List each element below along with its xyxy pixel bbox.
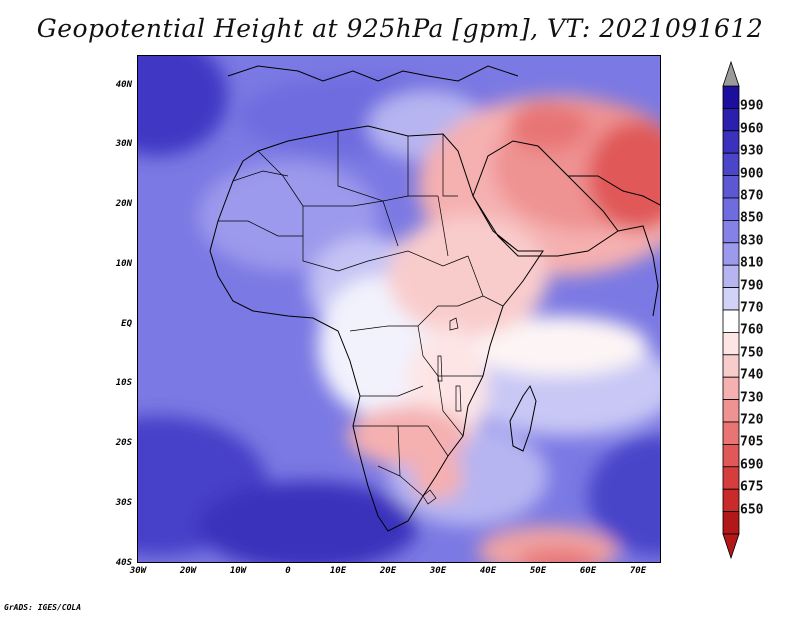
colorbar-label: 675 bbox=[740, 479, 764, 495]
map-plot-area bbox=[137, 55, 661, 563]
colorbar-label: 990 bbox=[740, 98, 764, 114]
lon-label: 0 bbox=[285, 566, 291, 576]
colorbar-swatch bbox=[722, 242, 740, 266]
lat-label: 30N bbox=[115, 139, 132, 149]
lon-label: 20E bbox=[379, 566, 397, 576]
colorbar-swatch bbox=[722, 130, 740, 154]
lon-label: 20W bbox=[179, 566, 197, 576]
lon-label: 60E bbox=[579, 566, 597, 576]
colorbar-label: 770 bbox=[740, 300, 764, 316]
lon-label: 10E bbox=[329, 566, 347, 576]
colorbar-swatch bbox=[722, 197, 740, 221]
colorbar-label: 720 bbox=[740, 412, 764, 428]
colorbar-label: 750 bbox=[740, 345, 764, 361]
colorbar-swatch bbox=[722, 309, 740, 333]
lat-label: 10S bbox=[115, 378, 132, 388]
lat-label: 20S bbox=[115, 438, 132, 448]
lon-label: 50E bbox=[529, 566, 547, 576]
colorbar-swatch bbox=[722, 376, 740, 401]
colorbar-label: 810 bbox=[740, 255, 764, 271]
lat-label: 20N bbox=[115, 199, 132, 209]
lon-label: 40E bbox=[479, 566, 497, 576]
colorbar-swatch bbox=[722, 152, 740, 176]
colorbar-swatch bbox=[722, 108, 740, 132]
colorbar-swatch bbox=[722, 85, 740, 109]
colorbar-label: 830 bbox=[740, 233, 764, 249]
colorbar-swatch bbox=[722, 354, 740, 378]
colorbar-swatch bbox=[722, 219, 740, 244]
colorbar-label: 790 bbox=[740, 278, 764, 294]
colorbar-label: 870 bbox=[740, 188, 764, 204]
colorbar-swatch bbox=[722, 488, 740, 513]
colorbar-label: 900 bbox=[740, 166, 764, 182]
colorbar-label: 730 bbox=[740, 390, 764, 406]
lon-label: 10W bbox=[229, 566, 247, 576]
lon-label: 30W bbox=[129, 566, 147, 576]
colorbar-swatch bbox=[722, 511, 740, 535]
lat-label: 30S bbox=[115, 498, 132, 508]
colorbar-label: 760 bbox=[740, 322, 764, 338]
colorbar-top-arrow bbox=[722, 60, 740, 87]
lat-label: 40N bbox=[115, 80, 132, 90]
footer-credit: GrADS: IGES/COLA bbox=[4, 603, 82, 612]
colorbar bbox=[722, 60, 740, 560]
map-title: Geopotential Height at 925hPa [gpm], VT:… bbox=[36, 14, 764, 43]
colorbar-swatch bbox=[722, 287, 740, 311]
lon-label: 30E bbox=[429, 566, 447, 576]
colorbar-label: 705 bbox=[740, 434, 764, 450]
colorbar-swatch bbox=[722, 399, 740, 423]
country-borders bbox=[218, 131, 569, 505]
colorbar-label: 960 bbox=[740, 121, 764, 137]
lat-label: 10N bbox=[115, 259, 132, 269]
colorbar-swatch bbox=[722, 331, 740, 356]
colorbar-bottom-arrow bbox=[722, 533, 740, 560]
colorbar-label: 850 bbox=[740, 210, 764, 226]
coastlines bbox=[209, 65, 660, 532]
colorbar-swatch bbox=[722, 264, 740, 288]
colorbar-swatch bbox=[722, 175, 740, 199]
geopotential-height-map bbox=[138, 56, 660, 562]
colorbar-swatch bbox=[722, 443, 740, 468]
colorbar-label: 650 bbox=[740, 502, 764, 518]
colorbar-swatch bbox=[722, 466, 740, 490]
colorbar-swatch bbox=[722, 421, 740, 445]
colorbar-label: 740 bbox=[740, 367, 764, 383]
lon-label: 70E bbox=[629, 566, 647, 576]
colorbar-label: 930 bbox=[740, 143, 764, 159]
lat-label: 40S bbox=[115, 558, 132, 568]
colorbar-label: 690 bbox=[740, 457, 764, 473]
lat-label: EQ bbox=[121, 319, 132, 329]
